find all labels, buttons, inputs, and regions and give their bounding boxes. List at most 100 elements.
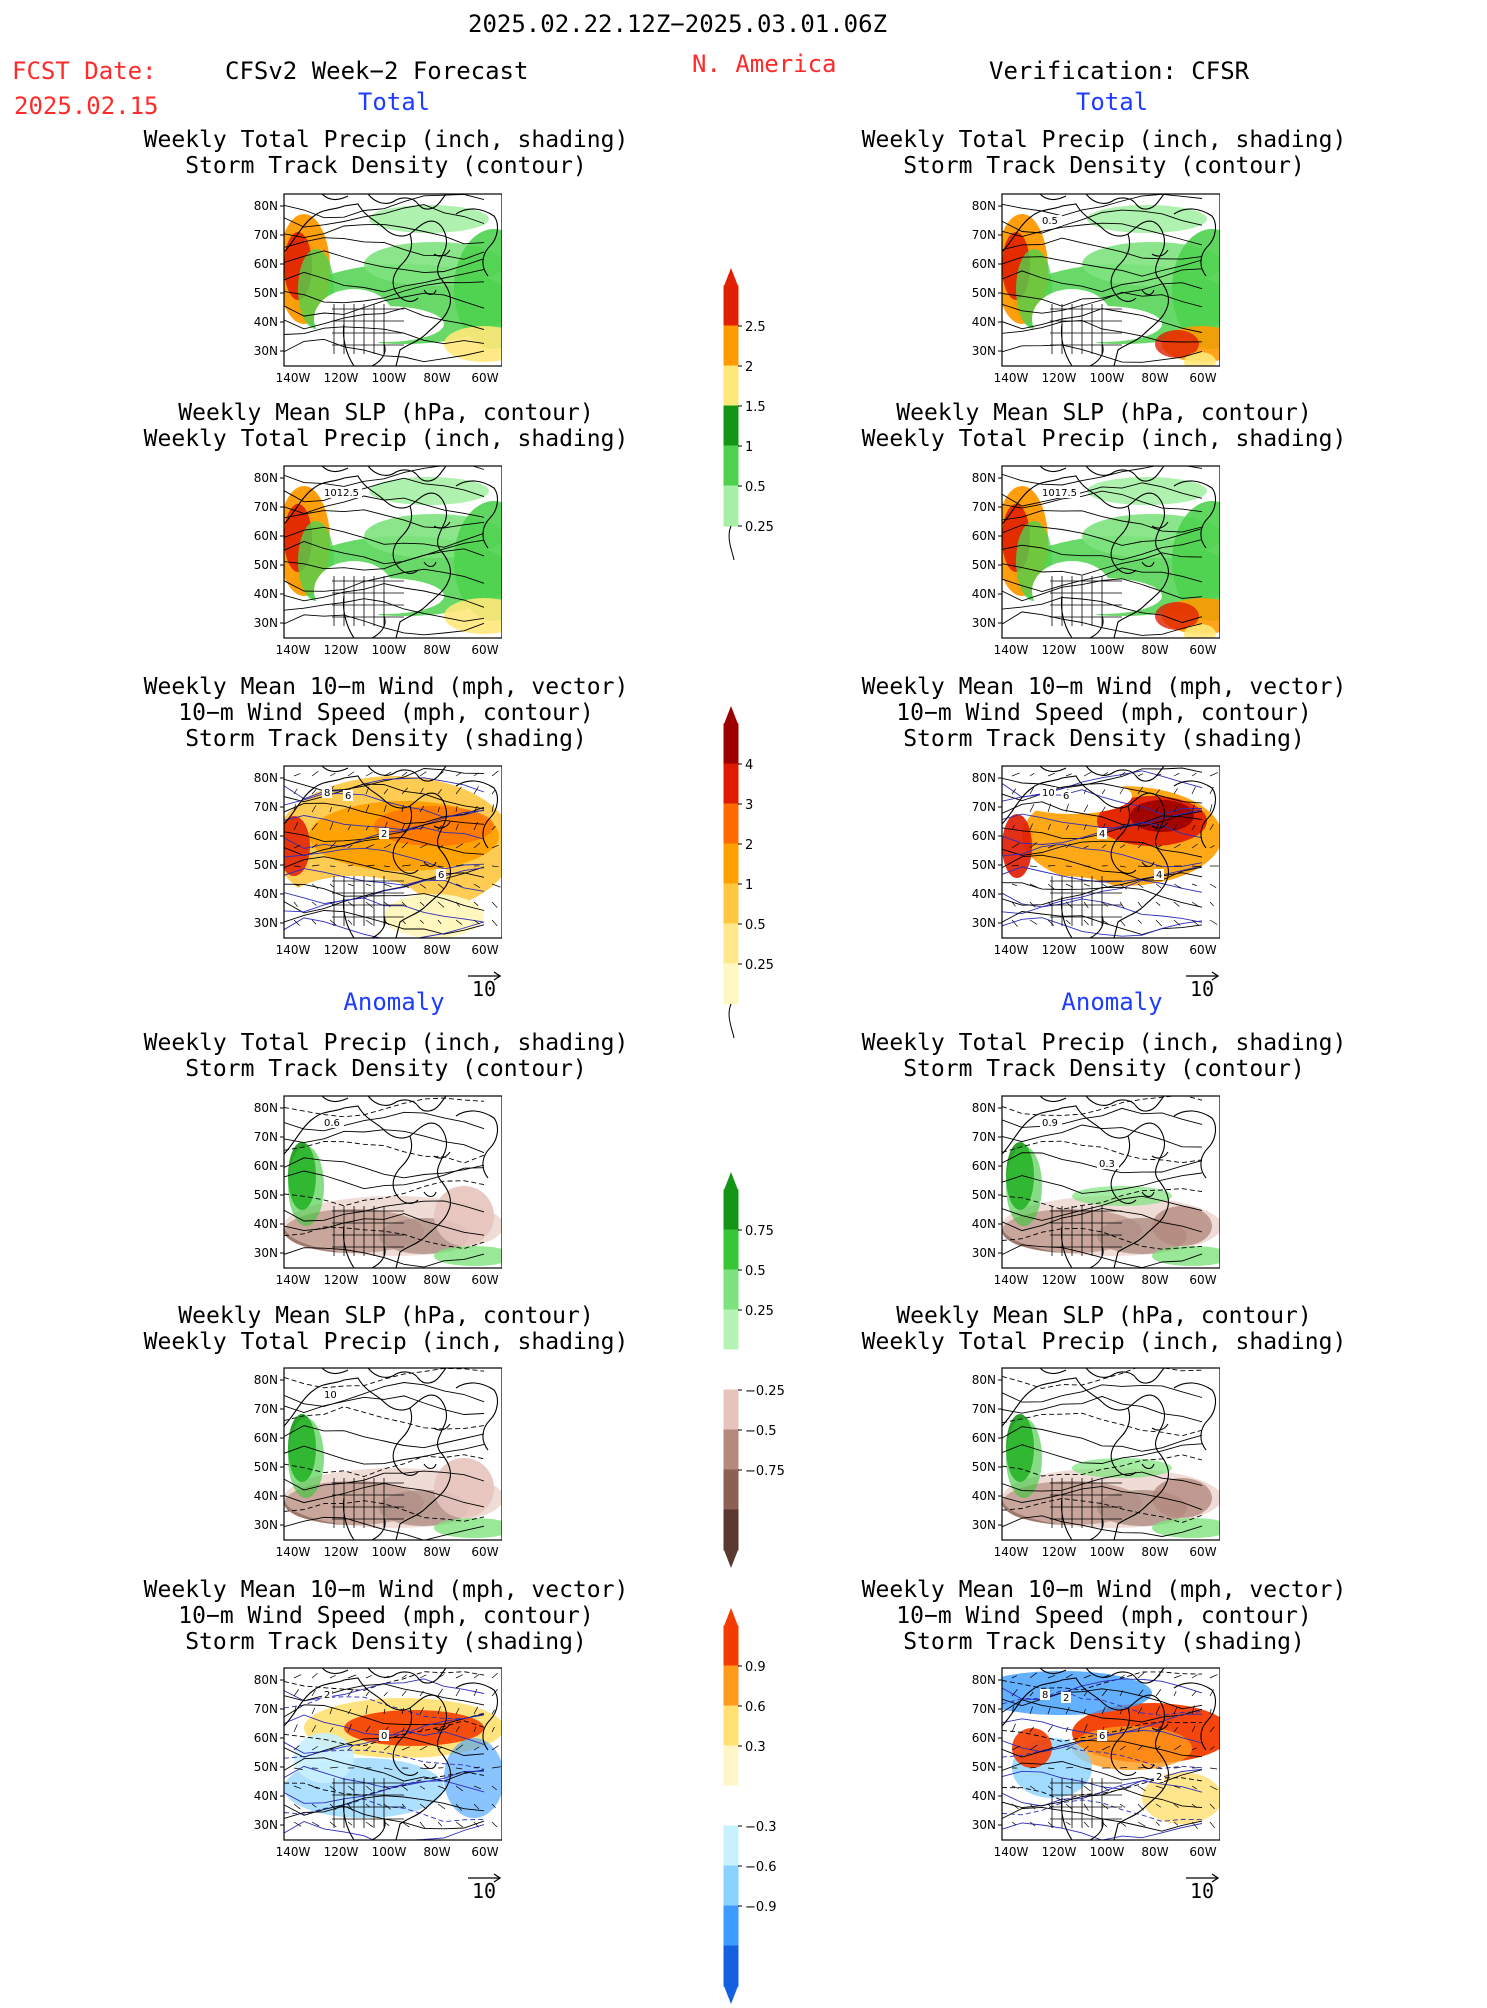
contour-label: 8 [1042,1690,1048,1701]
lat-label: 80N [972,1101,996,1115]
colorbar-label: 0.25 [745,1304,774,1319]
colorbar-segment [724,486,738,526]
title-ver-slp-anom: Weekly Mean SLP (hPa, contour)Weekly Tot… [804,1303,1404,1355]
colorbar-label: 0.25 [745,520,774,535]
lon-label: 60W [471,643,498,657]
colorbar-segment [724,1430,738,1470]
lat-label: 70N [254,1702,278,1716]
lon-label: 120W [324,1273,359,1287]
colorbar-segment [724,1906,738,1946]
colorbar-label: 0.5 [745,1264,766,1279]
lon-label: 80W [423,643,450,657]
title-fc-wind-anom: Weekly Mean 10−m Wind (mph, vector)10−m … [86,1577,686,1655]
colorbar-segment [724,1470,738,1510]
lat-label: 40N [972,1489,996,1503]
lat-label: 40N [972,315,996,329]
title-ver-slp-total: Weekly Mean SLP (hPa, contour)Weekly Tot… [804,400,1404,452]
colorbar-segment [724,326,738,366]
colorbar-arrow-bottom [724,1550,738,1568]
model-title: CFSv2 Week−2 Forecast [225,57,528,85]
colorbar-label: 0.9 [745,1660,766,1675]
shading-blob [1152,1478,1212,1518]
lon-label: 120W [324,1545,359,1559]
lon-label: 120W [1042,1845,1077,1859]
lon-label: 100W [1090,1273,1125,1287]
lon-label: 140W [994,371,1029,385]
colorbar-segment [724,1946,738,1986]
title-fc-precip-anom: Weekly Total Precip (inch, shading)Storm… [86,1030,686,1082]
title-ver-wind-anom: Weekly Mean 10−m Wind (mph, vector)10−m … [804,1577,1404,1655]
lon-label: 140W [994,1273,1029,1287]
contour-label: 0.5 [1042,216,1058,227]
colorbar-label: 2 [745,838,753,853]
lon-label: 60W [1189,643,1216,657]
date-range: 2025.02.22.12Z−2025.03.01.06Z [468,10,887,38]
lat-label: 60N [254,1159,278,1173]
colorbar-segment [724,764,738,804]
colorbar-label: 1 [745,440,753,455]
lon-label: 140W [276,1845,311,1859]
lat-label: 70N [254,500,278,514]
contour-label: 4 [1099,829,1105,840]
colorbar-label: −0.5 [745,1424,777,1439]
lat-label: 80N [972,471,996,485]
lon-label: 100W [372,943,407,957]
lat-label: 50N [254,558,278,572]
colorbar-arrow-top [724,268,738,286]
lat-label: 60N [972,1731,996,1745]
contour-label: 8 [324,788,330,799]
lat-label: 50N [972,1460,996,1474]
shading-blob [434,1186,494,1246]
lon-label: 100W [372,1845,407,1859]
lat-label: 40N [972,887,996,901]
shading-blob [278,816,310,876]
lon-label: 120W [1042,371,1077,385]
lat-label: 70N [972,500,996,514]
lat-label: 50N [972,858,996,872]
lon-label: 140W [994,643,1029,657]
contour-label: 4 [1156,870,1162,881]
lat-label: 80N [254,771,278,785]
fcst-date-label: FCST Date: [12,57,157,85]
lat-label: 80N [254,1101,278,1115]
lon-label: 80W [1141,643,1168,657]
colorbar-label: −0.3 [745,1820,777,1835]
colorbar-label: −0.6 [745,1860,777,1875]
colorbar-label: 0.25 [745,958,774,973]
colorbar-label: 3 [745,798,753,813]
lon-label: 100W [1090,943,1125,957]
contour-label: 6 [345,791,351,802]
lat-label: 50N [254,1460,278,1474]
colorbar-segment [724,1350,738,1390]
lat-label: 40N [254,315,278,329]
lat-label: 30N [972,916,996,930]
lat-label: 70N [254,1402,278,1416]
lat-label: 70N [254,228,278,242]
contour-label: 0.6 [324,1118,340,1129]
contour-label: 10 [324,1390,337,1401]
lat-label: 80N [254,1373,278,1387]
lat-label: 70N [972,1702,996,1716]
lat-label: 30N [972,1818,996,1832]
contour-label: 0 [381,1731,387,1742]
colorbar-segment [724,1310,738,1350]
lat-label: 50N [972,558,996,572]
lat-label: 50N [972,1760,996,1774]
colorbar-segment [724,1626,738,1666]
colorbar-svg: 0.90.60.3−0.3−0.6−0.9 [718,1608,798,2004]
colorbar-label: −0.9 [745,1900,777,1915]
colorbar-segment [724,1666,738,1706]
lat-label: 50N [254,1188,278,1202]
colorbar-segment [724,1746,738,1786]
lon-label: 80W [423,943,450,957]
title-ver-precip-total: Weekly Total Precip (inch, shading)Storm… [804,127,1404,179]
lon-label: 120W [324,1845,359,1859]
